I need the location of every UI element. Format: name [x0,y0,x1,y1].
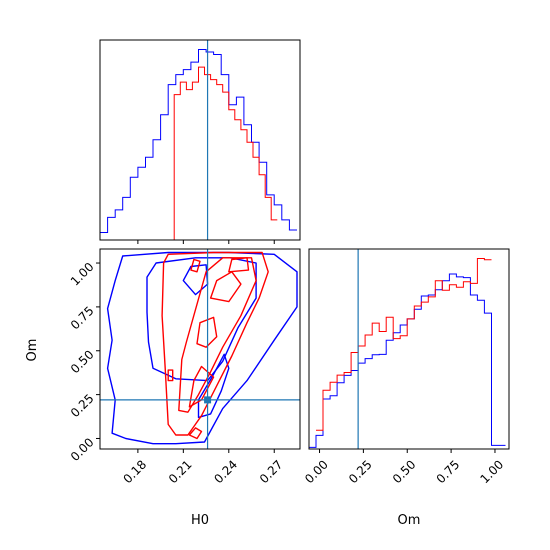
contour-red [167,369,174,382]
om-tick-label: 0.75 [68,304,97,333]
om-histogram-red-series [316,258,492,431]
contour-red [161,251,269,436]
contour-blue [146,257,257,382]
om-bottom-tick-label: 1.00 [478,457,507,486]
contour-red [190,258,201,273]
y-axis-title-om: Om [25,339,40,362]
contour-red [209,271,242,303]
h0-histogram-panel [99,39,301,244]
om-tick-label: 0.25 [68,391,97,420]
om-tick-label: 0.00 [68,435,97,464]
h0-tick-label: 0.18 [120,457,149,486]
contour-panel-frame [99,248,301,450]
om-bottom-tick-label: 0.25 [346,457,375,486]
truth-marker [204,396,212,404]
x-axis-title-h0: H0 [191,513,209,528]
contour-blue [106,251,298,445]
om-histogram-panel: 0.00 0.25 0.50 0.75 1.00 [302,248,510,486]
h0-histogram-frame [99,39,301,241]
om-histogram-blue-series [309,273,506,448]
h0-histogram-blue-series [100,49,297,233]
h0-tick-label: 0.24 [211,457,240,486]
om-tick-label: 0.50 [68,347,97,376]
contour-red [228,257,250,273]
contour-red [196,316,218,348]
om-bottom-tick-label: 0.75 [434,457,463,486]
om-bottom-tick-label: 0.00 [302,457,331,486]
x-axis-title-om: Om [398,513,421,528]
contour-red [178,257,257,413]
om-histogram-frame [308,248,510,450]
h0-om-contour-panel: 0.18 0.21 0.24 0.27 0.00 0.25 0.50 0.75 1.00 [68,248,301,486]
om-bottom-tick-label: 0.50 [390,457,419,486]
contour-blue [182,264,209,296]
om-tick-label: 1.00 [68,260,97,289]
h0-histogram-red-series [168,66,278,240]
h0-tick-label: 0.21 [166,457,195,486]
h0-tick-label: 0.27 [257,457,286,486]
contour-red [188,427,203,440]
